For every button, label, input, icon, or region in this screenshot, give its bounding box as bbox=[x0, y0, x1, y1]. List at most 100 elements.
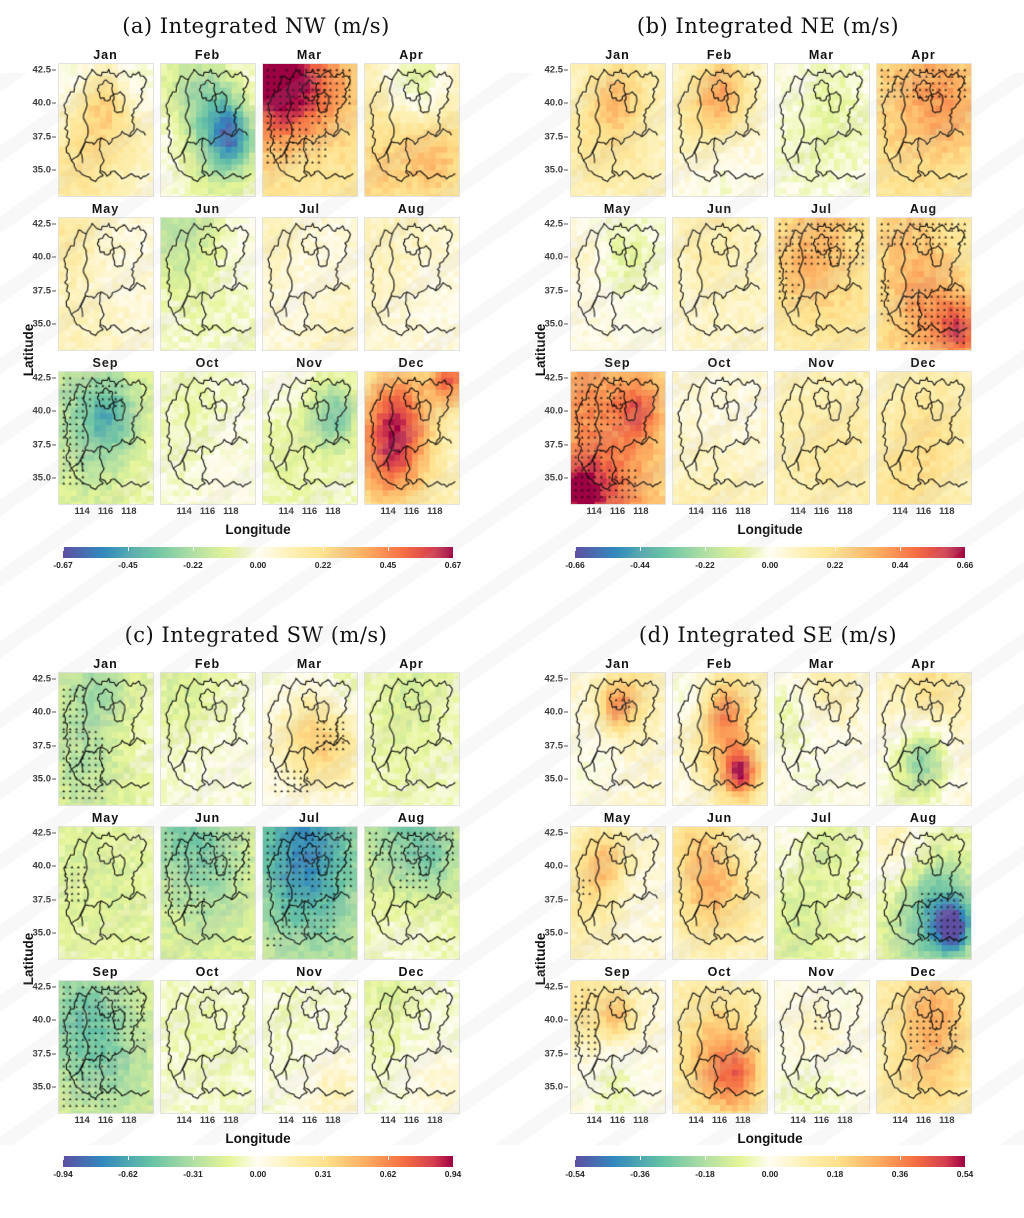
facet-b-May: May bbox=[568, 202, 667, 351]
facet-a-Jan: Jan bbox=[56, 48, 155, 197]
lat-tick-label: 35.0 bbox=[544, 927, 564, 939]
colorbar-tick-label: -0.54 bbox=[565, 1169, 585, 1179]
facet-row-3: 42.5 40.0 37.5 35.0 Sep 114 116 118 Oct 114 116 118… bbox=[14, 965, 512, 1126]
colorbar-tick-label: 0.00 bbox=[249, 560, 267, 570]
map-canvas-c-Apr bbox=[363, 672, 460, 806]
colorbar-wrap-d: -0.54 -0.36 -0.18 0.00 0.18 0.36 0.54 bbox=[565, 1156, 974, 1181]
lon-tick-label: 114 bbox=[380, 1115, 396, 1126]
facet-a-Oct: Oct 114 116 118 bbox=[158, 356, 257, 517]
colorbar-tick-mark bbox=[63, 547, 64, 551]
facet-row-3: 42.5 40.0 37.5 35.0 Sep 114 116 118 Oct 114 116 118… bbox=[526, 356, 1024, 517]
lon-tick-label: 116 bbox=[97, 506, 114, 517]
lat-tick-mark bbox=[564, 711, 568, 713]
lat-tick-label: 40.0 bbox=[544, 251, 564, 263]
map-canvas-d-Apr bbox=[875, 672, 972, 806]
facet-month-label: Sep bbox=[604, 356, 631, 370]
facet-a-Aug: Aug bbox=[362, 202, 461, 351]
lon-axis-title: Longitude bbox=[737, 522, 803, 537]
lat-tick-label: 35.0 bbox=[544, 318, 564, 330]
lon-tick-label: 114 bbox=[586, 506, 602, 517]
lat-tick-label: 37.5 bbox=[544, 1048, 564, 1060]
lat-tick-label: 35.0 bbox=[32, 164, 52, 176]
colorbar-tick-label: -0.62 bbox=[118, 1169, 138, 1179]
lon-tick-label: 114 bbox=[688, 1115, 704, 1126]
lat-axis-ticks: 42.5 40.0 37.5 35.0 bbox=[526, 811, 568, 960]
map-canvas-b-Dec bbox=[875, 371, 972, 505]
colorbar-tick-mark bbox=[639, 1156, 641, 1160]
lon-tick-label: 114 bbox=[586, 1115, 602, 1126]
lat-tick-mark bbox=[52, 377, 56, 379]
colorbar-tick-mark bbox=[192, 547, 194, 551]
lat-tick-mark bbox=[564, 410, 568, 412]
panel-title-c: (c) Integrated SW (m/s) bbox=[124, 623, 388, 647]
facet-month-label: Oct bbox=[707, 356, 732, 370]
lon-axis-title: Longitude bbox=[225, 522, 291, 537]
facet-month-label: Nov bbox=[296, 965, 323, 979]
map-canvas-d-Nov bbox=[773, 980, 870, 1114]
lat-tick-label: 37.5 bbox=[544, 131, 564, 143]
facet-month-label: Jul bbox=[810, 202, 833, 216]
colorbar-tick-label: -0.22 bbox=[695, 560, 715, 570]
facet-month-label: Nov bbox=[808, 965, 835, 979]
map-canvas-a-Apr bbox=[363, 63, 460, 197]
lon-tick-label: 114 bbox=[380, 506, 396, 517]
facet-c-Jun: Jun bbox=[158, 811, 257, 960]
colorbar-tick-mark bbox=[965, 547, 966, 551]
lat-tick-label: 35.0 bbox=[544, 1081, 564, 1093]
lat-axis-ticks: 42.5 40.0 37.5 35.0 bbox=[14, 356, 56, 517]
colorbar-tick-label: -0.94 bbox=[53, 1169, 73, 1179]
facet-c-Aug: Aug bbox=[362, 811, 461, 960]
facet-row-3: 42.5 40.0 37.5 35.0 Sep 114 116 118 Oct 114 116 118… bbox=[14, 356, 512, 517]
facet-row-1: 42.5 40.0 37.5 35.0 Jan Feb Mar Apr bbox=[526, 657, 1024, 806]
colorbar-tick-mark bbox=[834, 1156, 836, 1160]
lat-tick-mark bbox=[52, 290, 56, 292]
facet-d-Apr: Apr bbox=[874, 657, 973, 806]
lon-tick-label: 118 bbox=[325, 1115, 341, 1126]
colorbar-a bbox=[63, 547, 454, 558]
colorbar-tick-label: 0.00 bbox=[761, 560, 779, 570]
lat-tick-label: 37.5 bbox=[32, 1048, 52, 1060]
colorbar-tick-label: 0.31 bbox=[314, 1169, 332, 1179]
lat-tick-label: 35.0 bbox=[544, 472, 564, 484]
lat-tick-label: 35.0 bbox=[32, 1081, 52, 1093]
lat-tick-mark bbox=[564, 444, 568, 446]
facet-month-label: Jan bbox=[605, 48, 630, 62]
map-canvas-b-Sep bbox=[569, 371, 666, 505]
lon-axis-title: Longitude bbox=[225, 1131, 291, 1146]
panel-d: (d) Integrated SE (m/s) Latitude 42.5 40.0 3… bbox=[512, 609, 1024, 1218]
lat-tick-mark bbox=[52, 1086, 56, 1088]
facet-d-Jan: Jan bbox=[568, 657, 667, 806]
colorbar-tick-label: -0.45 bbox=[118, 560, 138, 570]
lat-axis-ticks: 42.5 40.0 37.5 35.0 bbox=[526, 48, 568, 197]
lon-tick-label: 116 bbox=[199, 506, 216, 517]
map-canvas-a-Dec bbox=[363, 371, 460, 505]
lat-tick-mark bbox=[52, 223, 56, 225]
lat-tick-mark bbox=[564, 102, 568, 104]
lon-tick-label: 118 bbox=[633, 506, 649, 517]
facet-b-Jun: Jun bbox=[670, 202, 769, 351]
map-canvas-c-Oct bbox=[159, 980, 256, 1114]
facet-month-label: Oct bbox=[195, 356, 220, 370]
lat-tick-label: 42.5 bbox=[32, 673, 52, 685]
panel-title-b: (b) Integrated NE (m/s) bbox=[636, 14, 900, 38]
facet-c-Mar: Mar bbox=[260, 657, 359, 806]
facet-month-label: Apr bbox=[911, 657, 936, 671]
lon-tick-label: 114 bbox=[790, 1115, 806, 1126]
colorbar-tick-mark bbox=[639, 547, 641, 551]
lat-tick-mark bbox=[564, 1019, 568, 1021]
map-canvas-a-Jul bbox=[261, 217, 358, 351]
colorbar-tick-label: 0.54 bbox=[956, 1169, 974, 1179]
lat-tick-label: 42.5 bbox=[32, 372, 52, 384]
facet-month-label: Dec bbox=[910, 965, 937, 979]
lon-tick-label: 116 bbox=[403, 506, 420, 517]
lon-axis-ticks: 114 116 118 bbox=[774, 506, 870, 517]
map-canvas-d-Dec bbox=[875, 980, 972, 1114]
colorbar-tick-labels-b: -0.66 -0.44 -0.22 0.00 0.22 0.44 0.66 bbox=[565, 560, 973, 572]
lon-tick-label: 114 bbox=[278, 506, 294, 517]
map-canvas-d-May bbox=[569, 826, 666, 960]
map-canvas-d-Jul bbox=[773, 826, 870, 960]
colorbar-tick-mark bbox=[258, 547, 259, 551]
lat-tick-label: 37.5 bbox=[544, 285, 564, 297]
colorbar-tick-mark bbox=[770, 1156, 771, 1160]
facet-month-label: Aug bbox=[397, 811, 426, 825]
